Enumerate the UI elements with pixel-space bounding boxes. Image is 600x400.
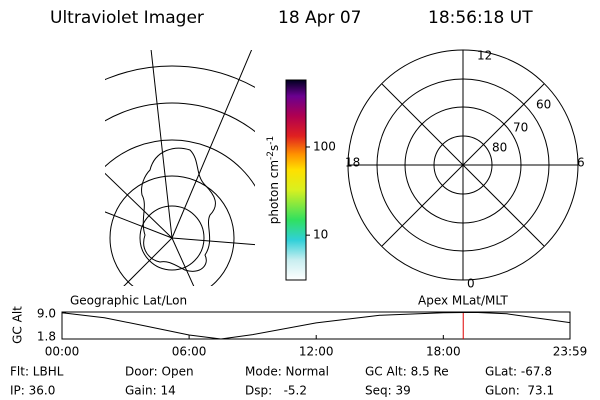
y-tick-label: 1.8 (37, 330, 56, 344)
status-field: Mode: Normal (245, 365, 329, 379)
alt-left-title: Geographic Lat/Lon (70, 294, 187, 308)
clock-label: 0 (467, 277, 475, 291)
y-tick-label: 9.0 (37, 307, 56, 321)
polar-grid (347, 49, 579, 281)
status-field: GC Alt: 8.5 Re (365, 365, 449, 379)
colorbar-tick-label: 10 (313, 228, 328, 242)
colorbar (285, 79, 307, 281)
lat-label: 70 (513, 121, 528, 135)
colorbar-tick-label: 100 (313, 139, 336, 153)
clock-label: 12 (477, 49, 492, 63)
altitude-line (61, 311, 571, 340)
time: 18:56:18 UT (428, 8, 533, 28)
lat-label: 60 (536, 98, 551, 112)
alt-frame (61, 311, 571, 340)
clock-label: 6 (577, 156, 585, 170)
x-tick-label: 18:00 (426, 345, 461, 359)
status-field: Gain: 14 (125, 384, 176, 398)
status-field: IP: 36.0 (10, 384, 55, 398)
lat-label: 80 (492, 141, 507, 155)
x-tick-label: 06:00 (172, 345, 207, 359)
x-tick-label: 23:59 (553, 345, 588, 359)
title: Ultraviolet Imager (50, 8, 204, 28)
clock-label: 18 (345, 156, 360, 170)
geo-map (105, 50, 255, 286)
alt-right-title: Apex MLat/MLT (418, 294, 508, 308)
alt-ylabel: GC Alt (11, 306, 25, 344)
x-tick-label: 12:00 (299, 345, 334, 359)
status-field: GLon: 73.1 (485, 384, 554, 398)
status-field: Dsp: -5.2 (245, 384, 307, 398)
date: 18 Apr 07 (278, 8, 361, 28)
status-field: GLat: -67.8 (485, 365, 552, 379)
status-field: Door: Open (125, 365, 194, 379)
status-field: Seq: 39 (365, 384, 411, 398)
colorbar-unit: photon cm-2s-1 (266, 136, 281, 225)
status-field: Flt: LBHL (10, 365, 64, 379)
x-tick-label: 00:00 (45, 345, 80, 359)
